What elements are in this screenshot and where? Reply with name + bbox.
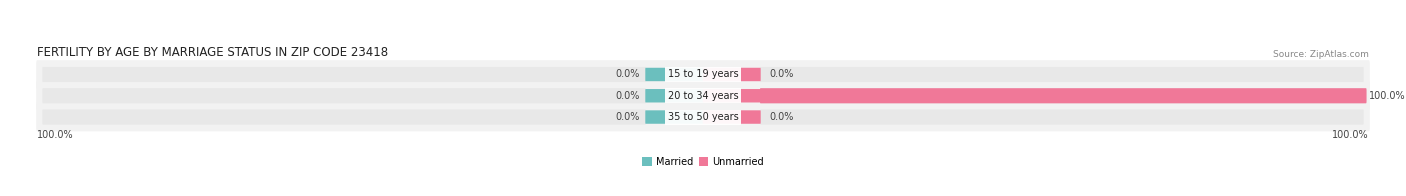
FancyBboxPatch shape (761, 88, 1367, 103)
FancyBboxPatch shape (42, 67, 645, 82)
FancyBboxPatch shape (761, 110, 1364, 125)
FancyBboxPatch shape (37, 60, 1369, 89)
FancyBboxPatch shape (703, 89, 761, 103)
Legend: Married, Unmarried: Married, Unmarried (643, 157, 763, 167)
Text: 100.0%: 100.0% (37, 130, 73, 140)
Text: 0.0%: 0.0% (616, 91, 640, 101)
FancyBboxPatch shape (645, 110, 703, 124)
FancyBboxPatch shape (645, 89, 703, 103)
FancyBboxPatch shape (703, 68, 761, 81)
Text: 0.0%: 0.0% (616, 112, 640, 122)
FancyBboxPatch shape (645, 68, 703, 81)
Text: 0.0%: 0.0% (769, 69, 793, 80)
Text: 100.0%: 100.0% (1333, 130, 1369, 140)
FancyBboxPatch shape (42, 110, 645, 125)
FancyBboxPatch shape (37, 103, 1369, 131)
Text: Source: ZipAtlas.com: Source: ZipAtlas.com (1272, 50, 1369, 59)
Text: 100.0%: 100.0% (1369, 91, 1406, 101)
FancyBboxPatch shape (703, 110, 761, 124)
Text: 35 to 50 years: 35 to 50 years (668, 112, 738, 122)
Text: 0.0%: 0.0% (769, 112, 793, 122)
FancyBboxPatch shape (761, 67, 1364, 82)
Text: FERTILITY BY AGE BY MARRIAGE STATUS IN ZIP CODE 23418: FERTILITY BY AGE BY MARRIAGE STATUS IN Z… (37, 46, 388, 59)
FancyBboxPatch shape (42, 88, 645, 103)
FancyBboxPatch shape (37, 82, 1369, 110)
Text: 0.0%: 0.0% (616, 69, 640, 80)
FancyBboxPatch shape (761, 88, 1364, 103)
Text: 15 to 19 years: 15 to 19 years (668, 69, 738, 80)
Text: 20 to 34 years: 20 to 34 years (668, 91, 738, 101)
